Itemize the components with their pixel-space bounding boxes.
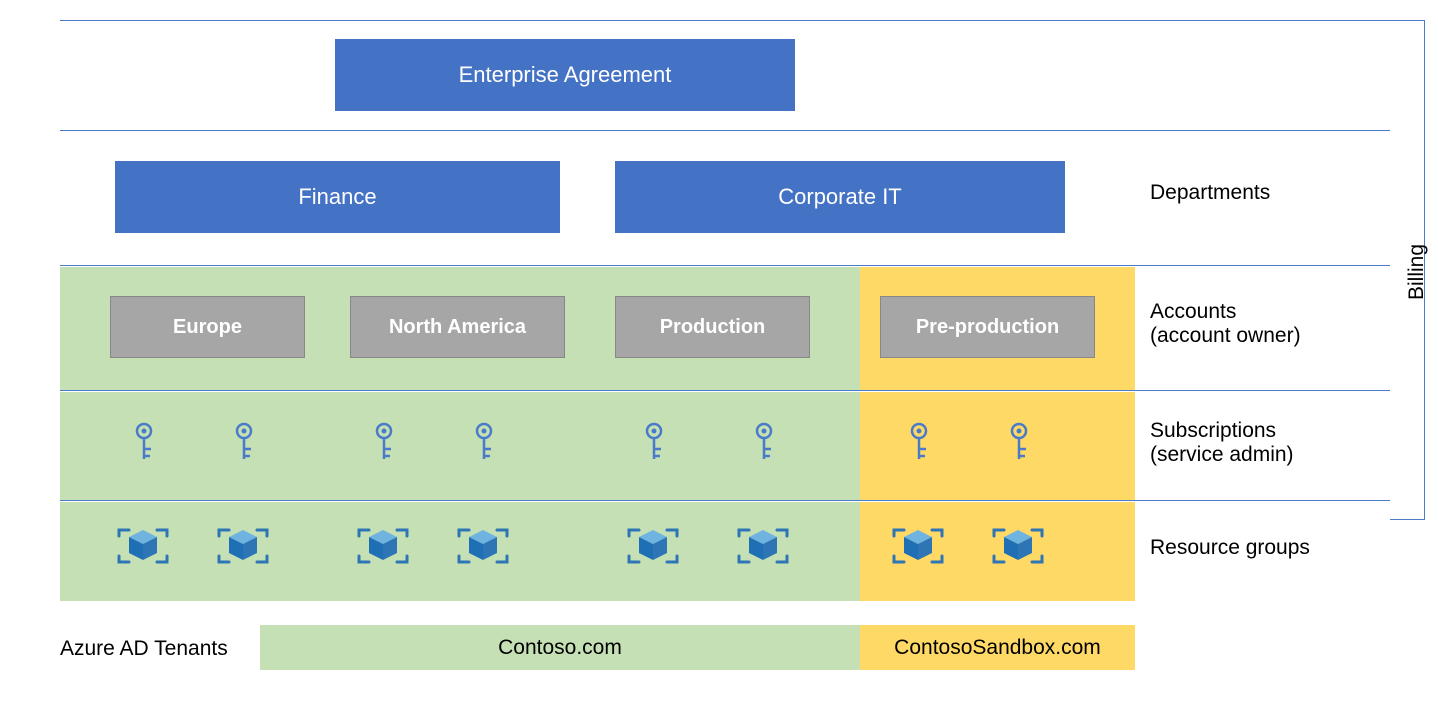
acct-europe: Europe bbox=[110, 296, 305, 358]
resource-group-icon bbox=[625, 526, 681, 566]
key-icon bbox=[470, 421, 498, 463]
row-subscriptions: Subscriptions (service admin) bbox=[60, 390, 1390, 500]
key-icon bbox=[130, 421, 158, 463]
dept-corpit-label: Corporate IT bbox=[778, 184, 902, 210]
acct-preprod: Pre-production bbox=[880, 296, 1095, 358]
tenants-label: Azure AD Tenants bbox=[60, 637, 228, 661]
row-accounts: Europe North America Production Pre-prod… bbox=[60, 265, 1390, 390]
subscriptions-row-label: Subscriptions (service admin) bbox=[1150, 419, 1294, 467]
accounts-row-label: Accounts (account owner) bbox=[1150, 300, 1301, 348]
key-icon bbox=[230, 421, 258, 463]
resource-group-icon bbox=[115, 526, 171, 566]
key-icon bbox=[905, 421, 933, 463]
departments-row-label: Departments bbox=[1150, 181, 1270, 205]
resource-group-icon bbox=[990, 526, 1046, 566]
row-departments: Finance Corporate IT Departments bbox=[60, 130, 1390, 265]
resource-group-icon bbox=[355, 526, 411, 566]
resource-group-icon bbox=[215, 526, 271, 566]
dept-corpit: Corporate IT bbox=[615, 161, 1065, 233]
dept-finance-label: Finance bbox=[298, 184, 376, 210]
diagram-container: Billing Enterprise Agreement Finance Cor… bbox=[60, 20, 1390, 695]
key-icon bbox=[750, 421, 778, 463]
ea-box: Enterprise Agreement bbox=[335, 39, 795, 111]
resource-group-icon bbox=[890, 526, 946, 566]
key-icon bbox=[370, 421, 398, 463]
billing-label: Billing bbox=[1405, 244, 1429, 300]
acct-prod: Production bbox=[615, 296, 810, 358]
key-icon bbox=[1005, 421, 1033, 463]
resource-groups-row-label: Resource groups bbox=[1150, 536, 1310, 560]
tenant-sandbox: ContosoSandbox.com bbox=[860, 625, 1135, 670]
resource-group-icon bbox=[455, 526, 511, 566]
row-resource-groups: Resource groups bbox=[60, 500, 1390, 600]
tenant-contoso: Contoso.com bbox=[260, 625, 860, 670]
row-tenants: Azure AD Tenants Contoso.com ContosoSand… bbox=[60, 625, 1390, 695]
resource-group-icon bbox=[735, 526, 791, 566]
key-icon bbox=[640, 421, 668, 463]
acct-na: North America bbox=[350, 296, 565, 358]
ea-label: Enterprise Agreement bbox=[459, 62, 672, 88]
subs-green-bg bbox=[60, 392, 860, 501]
subs-yellow-bg bbox=[860, 392, 1135, 501]
dept-finance: Finance bbox=[115, 161, 560, 233]
row-ea: Enterprise Agreement bbox=[60, 20, 1390, 130]
